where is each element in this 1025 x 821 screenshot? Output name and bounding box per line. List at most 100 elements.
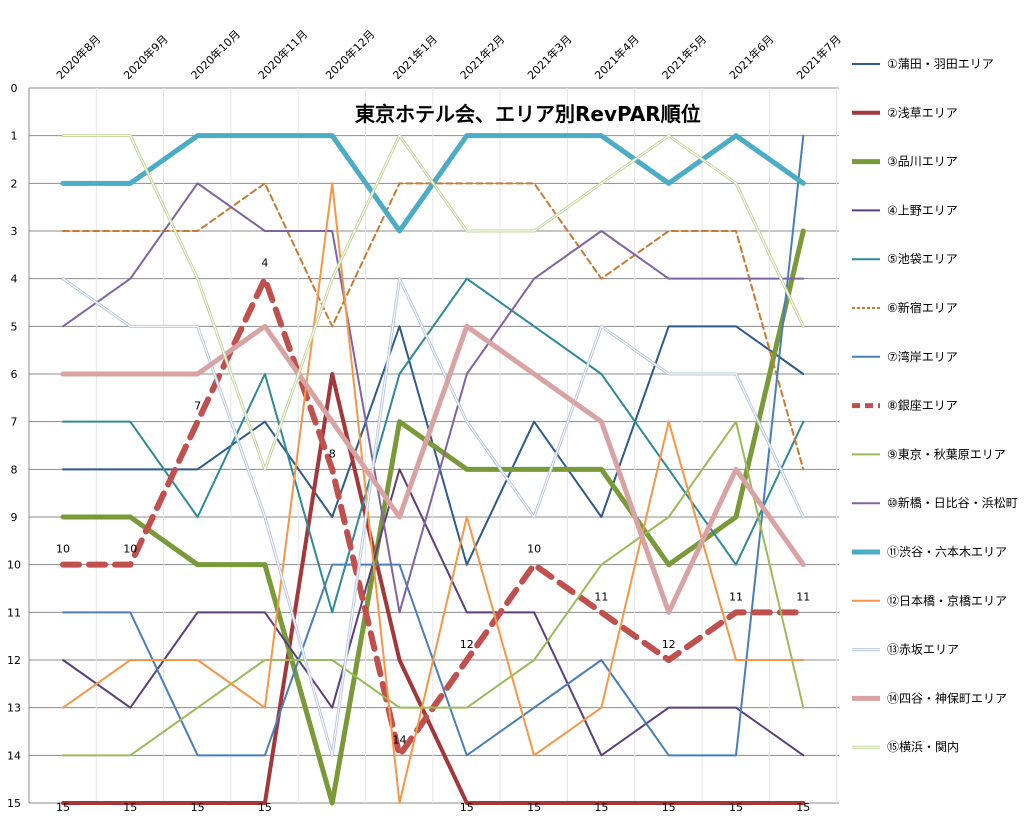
legend-item: ⑦湾岸エリア — [852, 349, 958, 364]
legend-label: ⑭四谷・神保町エリア — [887, 691, 1007, 705]
data-label: 14 — [393, 733, 407, 746]
x-tick-label: 2021年6月 — [726, 32, 776, 82]
legend-item: ⑥新宿エリア — [852, 300, 958, 315]
data-label: 10 — [527, 543, 541, 556]
legend-item: ③品川エリア — [852, 155, 958, 169]
data-label: 15 — [594, 801, 608, 814]
legend-item: ⑭四谷・神保町エリア — [852, 691, 1007, 705]
data-label: 15 — [796, 801, 810, 814]
y-tick-label: 5 — [11, 320, 18, 333]
legend-label: ⑤池袋エリア — [887, 252, 958, 266]
data-label: 12 — [460, 638, 474, 651]
data-label: 15 — [123, 801, 137, 814]
x-tick-label: 2020年9月 — [121, 32, 171, 82]
data-label: 8 — [329, 447, 336, 460]
data-label: 15 — [191, 801, 205, 814]
data-label: 15 — [662, 801, 676, 814]
data-label: 11 — [594, 590, 608, 603]
legend-item: ⑫日本橋・京橋エリア — [852, 594, 1007, 608]
series-line — [62, 182, 805, 804]
legend-label: ⑥新宿エリア — [887, 300, 958, 315]
legend-label: ⑦湾岸エリア — [887, 349, 958, 364]
legend-item: ⑮横浜・関内 — [852, 740, 959, 754]
y-tick-label: 8 — [11, 463, 18, 476]
data-label: 15 — [729, 801, 743, 814]
x-tick-label: 2020年10月 — [188, 27, 243, 82]
y-tick-label: 11 — [7, 606, 21, 619]
legend-label: ③品川エリア — [887, 155, 958, 169]
series-line — [62, 468, 805, 757]
series-line — [60, 323, 806, 615]
legend-label: ⑪渋谷・六本木エリア — [887, 545, 1007, 559]
y-tick-label: 1 — [11, 130, 18, 143]
data-label: 15 — [460, 801, 474, 814]
series-line — [60, 228, 806, 806]
y-tick-label: 12 — [7, 654, 21, 667]
series-line-inner — [63, 135, 804, 470]
legend: ①蒲田・羽田エリア ②浅草エリア ③品川エリア ④上野エリア ⑤池袋エリア ⑥新宿エリア ⑦… — [852, 57, 1018, 754]
series-line — [62, 420, 805, 757]
data-label: 15 — [258, 801, 272, 814]
x-tick-label: 2020年11月 — [255, 27, 310, 82]
x-tick-label: 2020年12月 — [322, 27, 377, 82]
data-label: 7 — [194, 400, 201, 413]
x-tick-label: 2021年7月 — [794, 32, 844, 82]
x-axis-ticks: 2020年8月 2020年9月 2020年10月 2020年11月 2020年12月 20… — [53, 27, 844, 82]
y-tick-label: 14 — [7, 749, 21, 762]
y-tick-label: 2 — [11, 177, 18, 190]
y-tick-label: 13 — [7, 702, 21, 715]
x-tick-label: 2021年1月 — [390, 32, 440, 82]
y-tick-label: 0 — [11, 82, 18, 95]
data-label: 10 — [56, 543, 70, 556]
series-3 — [60, 228, 806, 806]
legend-item: ⑩新橋・日比谷・浜松町 — [852, 495, 1018, 510]
x-tick-label: 2021年2月 — [457, 32, 507, 82]
legend-label: ⑨東京・秋葉原エリア — [887, 447, 1006, 461]
series-13 — [61, 277, 805, 757]
series-12 — [62, 182, 805, 804]
x-tick-label: 2021年3月 — [524, 32, 574, 82]
series-15 — [61, 134, 805, 471]
legend-item: ⑧銀座エリア — [852, 398, 958, 413]
y-tick-label: 7 — [11, 416, 18, 429]
legend-label: ⑧銀座エリア — [887, 398, 958, 413]
chart-title: 東京ホテル会、エリア別RevPAR順位 — [355, 102, 701, 126]
y-tick-label: 10 — [7, 559, 21, 572]
legend-label: ②浅草エリア — [887, 106, 958, 120]
data-label: 11 — [729, 590, 743, 603]
series-line-inner — [62, 278, 804, 756]
legend-label: ④上野エリア — [887, 203, 958, 217]
legend-item: ②浅草エリア — [852, 106, 958, 120]
legend-label: ⑩新橋・日比谷・浜松町 — [887, 495, 1018, 510]
data-label: 11 — [796, 590, 810, 603]
legend-item: ⑪渋谷・六本木エリア — [852, 545, 1007, 559]
legend-item: ⑨東京・秋葉原エリア — [852, 447, 1006, 461]
data-label: 10 — [123, 543, 137, 556]
legend-label: ⑬赤坂エリア — [887, 643, 959, 657]
legend-label: ⑫日本橋・京橋エリア — [887, 594, 1007, 608]
series-10 — [62, 182, 805, 614]
x-tick-label: 2020年8月 — [53, 32, 103, 82]
series-5 — [62, 277, 805, 614]
y-tick-label: 3 — [11, 225, 18, 238]
data-label: 12 — [662, 638, 676, 651]
data-label: 15 — [527, 801, 541, 814]
y-tick-label: 9 — [11, 511, 18, 524]
data-label: 4 — [261, 257, 268, 270]
legend-label: ⑮横浜・関内 — [887, 740, 959, 754]
x-tick-label: 2021年5月 — [659, 32, 709, 82]
series-9 — [62, 420, 805, 757]
series-line — [61, 372, 806, 805]
series-line — [62, 277, 805, 614]
legend-item: ④上野エリア — [852, 203, 958, 217]
series-4 — [62, 468, 805, 757]
data-label: 15 — [56, 801, 70, 814]
x-tick-label: 2021年4月 — [592, 32, 642, 82]
legend-item: ⑤池袋エリア — [852, 252, 958, 266]
y-tick-label: 6 — [11, 368, 18, 381]
y-tick-label: 4 — [11, 273, 18, 286]
legend-item: ①蒲田・羽田エリア — [852, 57, 994, 71]
